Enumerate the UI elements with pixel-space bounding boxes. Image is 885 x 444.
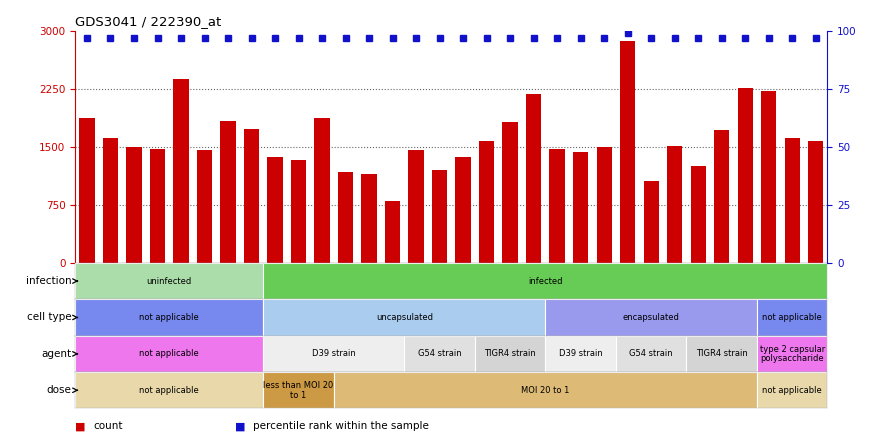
Bar bbox=[244, 129, 259, 263]
Bar bbox=[545, 299, 757, 336]
Text: not applicable: not applicable bbox=[139, 313, 199, 322]
Text: encapsulated: encapsulated bbox=[623, 313, 680, 322]
Bar bbox=[127, 147, 142, 263]
Text: dose: dose bbox=[47, 385, 72, 395]
Text: cell type: cell type bbox=[27, 313, 72, 322]
Bar bbox=[75, 336, 264, 372]
Bar bbox=[334, 372, 757, 408]
Bar bbox=[737, 88, 753, 263]
Bar bbox=[432, 170, 447, 263]
Text: not applicable: not applicable bbox=[139, 349, 199, 358]
Bar bbox=[690, 166, 706, 263]
Bar bbox=[616, 336, 687, 372]
Text: uninfected: uninfected bbox=[147, 277, 192, 285]
Text: infected: infected bbox=[528, 277, 563, 285]
Bar bbox=[573, 151, 589, 263]
Bar bbox=[785, 139, 800, 263]
Text: D39 strain: D39 strain bbox=[312, 349, 356, 358]
Text: agent: agent bbox=[42, 349, 72, 359]
Text: G54 strain: G54 strain bbox=[629, 349, 673, 358]
Bar bbox=[526, 94, 542, 263]
Bar bbox=[475, 336, 545, 372]
Bar bbox=[550, 149, 565, 263]
Bar bbox=[596, 147, 612, 263]
Text: not applicable: not applicable bbox=[762, 386, 822, 395]
Text: type 2 capsular
polysaccharide: type 2 capsular polysaccharide bbox=[759, 345, 825, 363]
Text: ■: ■ bbox=[235, 421, 245, 431]
Text: GDS3041 / 222390_at: GDS3041 / 222390_at bbox=[75, 16, 221, 28]
Bar bbox=[714, 130, 729, 263]
Bar bbox=[267, 157, 282, 263]
Bar bbox=[757, 336, 827, 372]
Bar bbox=[264, 372, 334, 408]
Bar bbox=[808, 141, 823, 263]
Text: not applicable: not applicable bbox=[139, 386, 199, 395]
Bar bbox=[80, 119, 95, 263]
Bar bbox=[404, 336, 475, 372]
Text: G54 strain: G54 strain bbox=[418, 349, 461, 358]
Bar bbox=[545, 336, 616, 372]
Text: percentile rank within the sample: percentile rank within the sample bbox=[253, 421, 429, 431]
Bar bbox=[385, 201, 400, 263]
Text: not applicable: not applicable bbox=[762, 313, 822, 322]
Bar bbox=[479, 141, 494, 263]
Bar bbox=[291, 160, 306, 263]
Text: less than MOI 20
to 1: less than MOI 20 to 1 bbox=[264, 381, 334, 400]
Bar bbox=[757, 372, 827, 408]
Bar bbox=[667, 146, 682, 263]
Text: MOI 20 to 1: MOI 20 to 1 bbox=[521, 386, 570, 395]
Bar bbox=[150, 148, 165, 263]
Text: uncapsulated: uncapsulated bbox=[376, 313, 433, 322]
Bar bbox=[314, 119, 330, 263]
Bar bbox=[409, 150, 424, 263]
Bar bbox=[75, 299, 264, 336]
Text: D39 strain: D39 strain bbox=[558, 349, 603, 358]
Text: infection: infection bbox=[26, 276, 72, 286]
Bar bbox=[103, 138, 118, 263]
Bar bbox=[75, 372, 264, 408]
Bar bbox=[264, 299, 545, 336]
Bar bbox=[620, 41, 635, 263]
Bar bbox=[220, 122, 235, 263]
Bar bbox=[757, 299, 827, 336]
Bar bbox=[75, 263, 264, 299]
Bar bbox=[196, 150, 212, 263]
Bar bbox=[264, 336, 404, 372]
Bar bbox=[456, 157, 471, 263]
Bar bbox=[761, 91, 776, 263]
Bar bbox=[361, 174, 377, 263]
Bar bbox=[264, 263, 827, 299]
Bar bbox=[503, 122, 518, 263]
Bar bbox=[338, 172, 353, 263]
Text: ■: ■ bbox=[75, 421, 86, 431]
Text: TIGR4 strain: TIGR4 strain bbox=[484, 349, 536, 358]
Bar bbox=[173, 79, 189, 263]
Text: TIGR4 strain: TIGR4 strain bbox=[696, 349, 748, 358]
Bar bbox=[643, 181, 658, 263]
Bar bbox=[687, 336, 757, 372]
Text: count: count bbox=[94, 421, 123, 431]
